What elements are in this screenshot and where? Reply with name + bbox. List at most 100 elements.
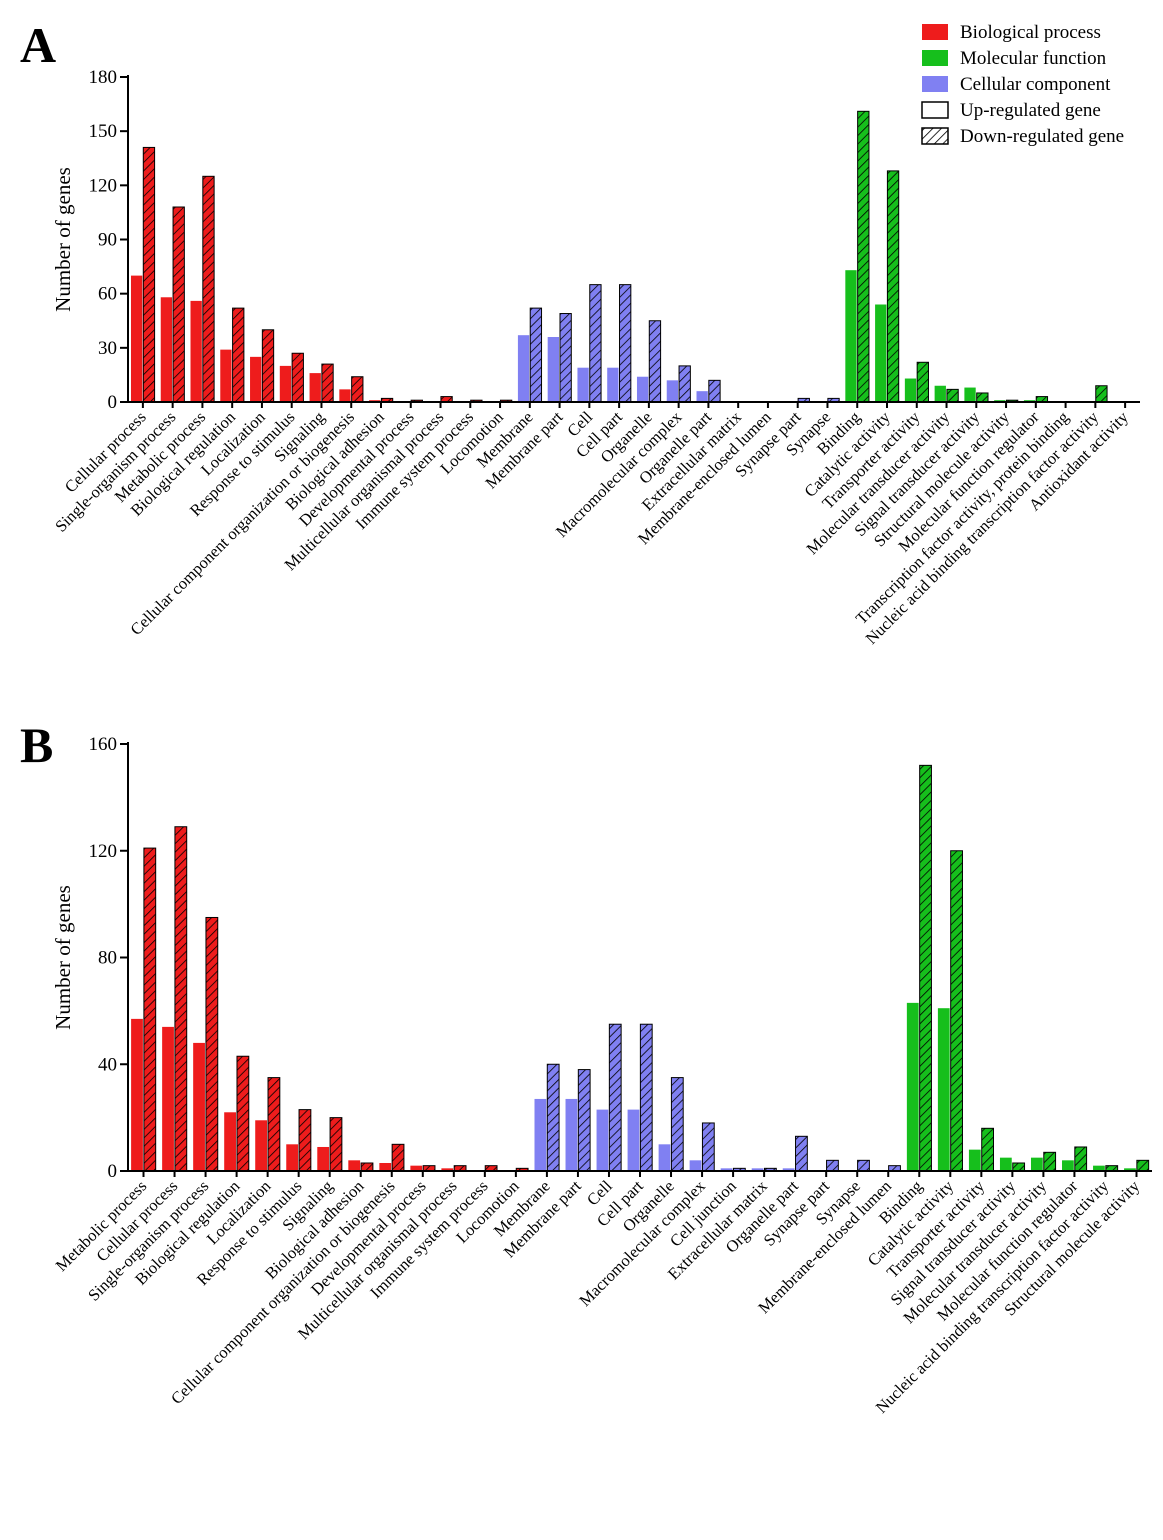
bar-down-hatch	[174, 826, 188, 1172]
bar-up	[577, 367, 589, 402]
y-tick-label: 90	[98, 230, 117, 251]
legend-label: Up-regulated gene	[960, 100, 1101, 121]
bar-down-hatch	[1074, 1146, 1088, 1172]
chart-layer: A Number of genes 0 30 60 90 120 150 180 Cellular…	[20, 17, 1152, 1417]
bar-down-hatch	[919, 764, 932, 1172]
bar-down-hatch	[236, 1055, 250, 1172]
bar-down-hatch	[678, 365, 691, 403]
legend-swatch	[921, 101, 949, 119]
bar-up	[968, 1149, 981, 1171]
bar-up	[720, 1168, 733, 1171]
bar-down-hatch	[321, 363, 334, 403]
bar-down-hatch	[857, 110, 870, 403]
bar-up	[317, 1146, 330, 1171]
legend-swatch	[921, 127, 949, 145]
bar-up	[906, 1002, 919, 1171]
bar-up	[1093, 1165, 1105, 1171]
bar-down-hatch	[608, 1023, 622, 1172]
bar-up	[782, 1168, 795, 1171]
legend-swatch	[922, 50, 948, 66]
bar-down-hatch	[267, 1077, 281, 1172]
bar-down-hatch	[529, 307, 543, 403]
bar-up	[845, 270, 857, 402]
bar-up	[250, 356, 262, 402]
bar-up	[689, 1160, 702, 1171]
bar-up	[547, 337, 559, 402]
bar-up	[1124, 1168, 1136, 1171]
bar-up	[348, 1160, 361, 1171]
bar-up	[160, 297, 173, 402]
y-tick-label: 40	[98, 1054, 117, 1075]
bar-up	[224, 1112, 236, 1171]
y-tick-label: 120	[89, 841, 118, 862]
bar-up	[937, 1008, 950, 1171]
legend-swatch	[922, 76, 948, 92]
bar-down-hatch	[1012, 1162, 1026, 1172]
bar-up	[441, 1168, 454, 1171]
bar-down-hatch	[976, 392, 989, 403]
bar-up	[534, 1098, 547, 1171]
bar-down-hatch	[142, 146, 156, 403]
bar-up	[193, 1042, 205, 1171]
bar-down-hatch	[360, 1162, 374, 1172]
y-tick-label: 0	[108, 392, 118, 413]
bar-up	[339, 389, 351, 402]
bar-up	[1030, 1157, 1043, 1171]
bar-up	[1062, 1160, 1074, 1171]
bar-down-hatch	[329, 1117, 343, 1172]
bar-up	[964, 387, 976, 402]
bar-down-hatch	[351, 376, 364, 403]
y-axis-title: Number of genes	[51, 167, 75, 312]
bar-down-hatch	[391, 1143, 405, 1172]
bar-up	[309, 373, 321, 402]
bar-down-hatch	[232, 307, 245, 403]
y-tick-label: 180	[89, 67, 118, 88]
bar-up	[410, 1165, 423, 1171]
bar-up	[607, 367, 619, 402]
bar-down-hatch	[172, 206, 185, 403]
bar-up	[379, 1162, 392, 1171]
bar-down-hatch	[589, 284, 602, 403]
bar-up	[255, 1120, 268, 1171]
bar-down-hatch	[826, 1159, 839, 1172]
bar-up	[130, 275, 143, 402]
y-tick-label: 80	[98, 948, 117, 969]
bar-down-hatch	[1095, 385, 1108, 403]
bar-down-hatch	[143, 847, 157, 1172]
legend-label: Molecular function	[960, 48, 1107, 69]
bar-up	[934, 385, 946, 402]
bar-down-hatch	[648, 320, 662, 403]
bar-down-hatch	[261, 329, 275, 403]
bar-up	[666, 380, 679, 402]
y-tick-label: 60	[98, 284, 117, 305]
bar-down-hatch	[205, 916, 219, 1172]
bar-down-hatch	[857, 1159, 870, 1172]
bar-up	[517, 335, 530, 402]
panel-letter: A	[20, 17, 56, 73]
bar-up	[565, 1098, 578, 1171]
bar-up	[131, 1018, 143, 1171]
y-tick-label: 120	[89, 175, 118, 196]
bar-up	[286, 1144, 299, 1171]
bar-down-hatch	[619, 284, 632, 403]
bar-up	[627, 1109, 640, 1171]
bar-up	[875, 304, 887, 402]
legend-label: Down-regulated gene	[960, 126, 1124, 147]
bar-down-hatch	[559, 313, 572, 403]
bar-down-hatch	[291, 352, 304, 403]
legend-label: Biological process	[960, 22, 1101, 43]
bar-up	[279, 365, 292, 402]
bar-down-hatch	[298, 1109, 312, 1172]
bar-down-hatch	[795, 1135, 808, 1172]
legend-swatch	[922, 24, 948, 40]
bar-down-hatch	[1043, 1151, 1057, 1172]
bar-down-hatch	[701, 1122, 715, 1172]
bar-down-hatch	[916, 361, 929, 403]
bar-down-hatch	[1136, 1159, 1150, 1172]
bar-down-hatch	[202, 175, 215, 403]
bar-down-hatch	[950, 850, 963, 1172]
bar-up	[636, 376, 649, 402]
bar-up	[190, 300, 202, 402]
